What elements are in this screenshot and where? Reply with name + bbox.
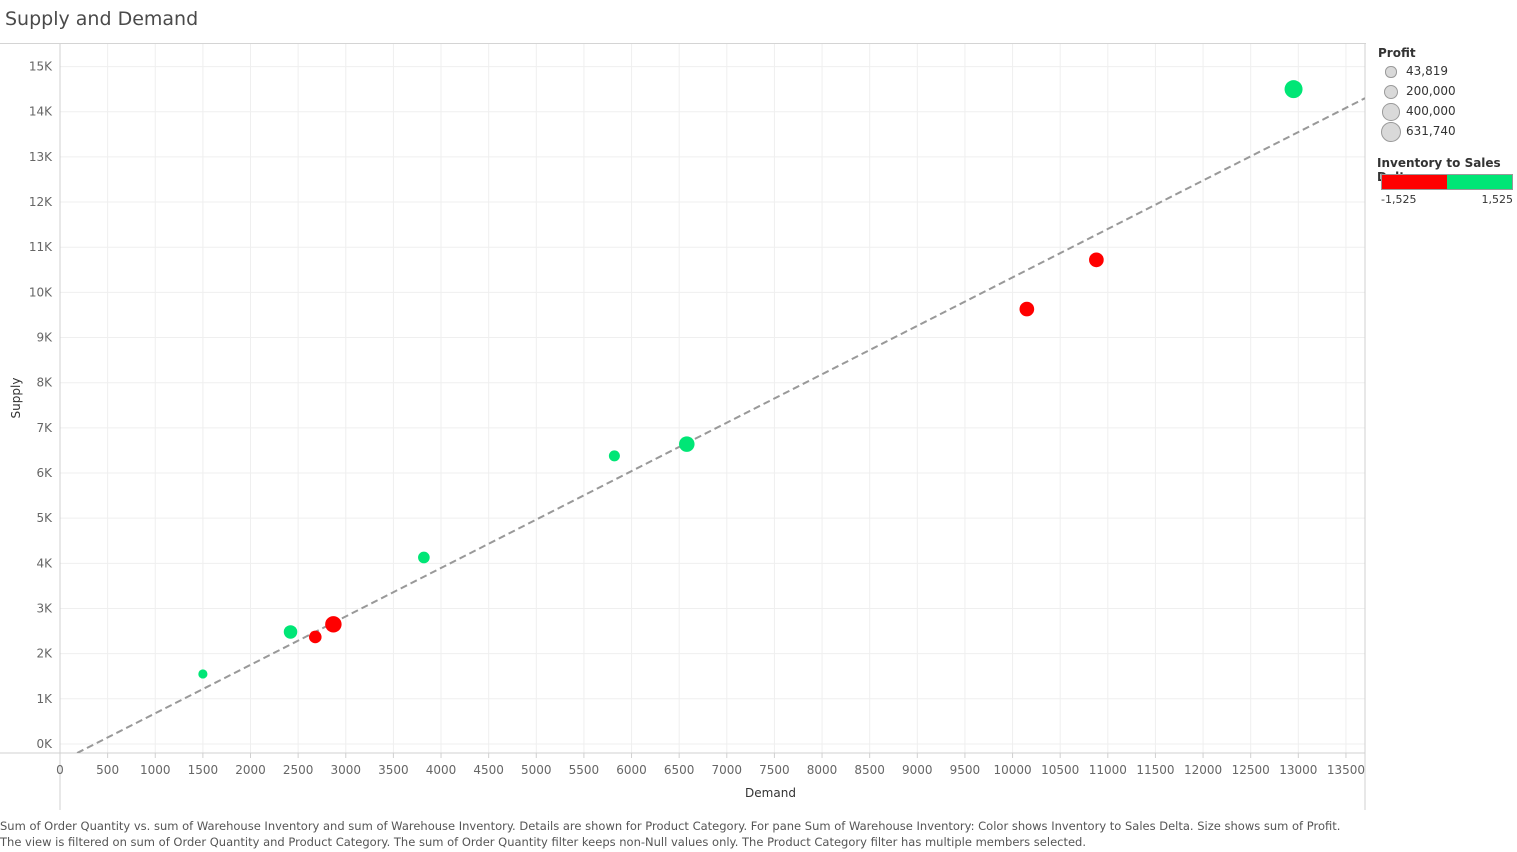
x-tick-label: 7500 bbox=[759, 763, 790, 777]
data-point[interactable] bbox=[418, 551, 430, 564]
positive-color-segment bbox=[1447, 175, 1512, 189]
negative-color-segment bbox=[1382, 175, 1447, 189]
data-point[interactable] bbox=[608, 450, 620, 462]
x-tick-label: 1500 bbox=[188, 763, 219, 777]
x-tick-label: 7000 bbox=[712, 763, 743, 777]
profit-legend-label: 43,819 bbox=[1406, 64, 1448, 78]
profit-legend-item: 43,819 bbox=[1370, 64, 1517, 84]
x-tick-label: 3000 bbox=[330, 763, 361, 777]
data-point[interactable] bbox=[308, 630, 322, 644]
x-tick-label: 4000 bbox=[426, 763, 457, 777]
profit-size-circle bbox=[1381, 122, 1401, 142]
profit-legend-item: 631,740 bbox=[1370, 122, 1517, 144]
x-tick-label: 0 bbox=[56, 763, 64, 777]
chart-title: Supply and Demand bbox=[5, 8, 199, 30]
x-tick-label: 1000 bbox=[140, 763, 171, 777]
y-tick-label: 1K bbox=[36, 692, 53, 706]
x-axis-title: Demand bbox=[745, 786, 796, 800]
y-tick-label: 14K bbox=[29, 105, 53, 119]
x-tick-label: 13500 bbox=[1327, 763, 1365, 777]
y-tick-label: 7K bbox=[36, 421, 53, 435]
title-divider bbox=[0, 43, 1366, 44]
y-tick-label: 2K bbox=[36, 647, 53, 661]
y-tick-label: 5K bbox=[36, 511, 53, 525]
x-tick-label: 2500 bbox=[283, 763, 314, 777]
data-point[interactable] bbox=[325, 616, 342, 633]
data-point[interactable] bbox=[1284, 80, 1303, 99]
y-tick-label: 9K bbox=[36, 331, 53, 345]
profit-size-circle bbox=[1383, 84, 1399, 100]
profit-size-circle bbox=[1382, 103, 1400, 121]
y-axis-title: Supply bbox=[9, 378, 23, 419]
profit-legend-label: 400,000 bbox=[1406, 104, 1456, 118]
y-tick-label: 0K bbox=[36, 737, 53, 751]
x-tick-label: 12000 bbox=[1184, 763, 1222, 777]
x-tick-label: 6000 bbox=[616, 763, 647, 777]
y-tick-label: 6K bbox=[36, 466, 53, 480]
y-tick-label: 10K bbox=[29, 285, 53, 299]
x-tick-label: 6500 bbox=[664, 763, 695, 777]
y-tick-label: 8K bbox=[36, 376, 53, 390]
data-point[interactable] bbox=[1019, 301, 1035, 317]
y-tick-label: 12K bbox=[29, 195, 53, 209]
trend-line bbox=[76, 97, 1365, 753]
x-tick-label: 5500 bbox=[569, 763, 600, 777]
delta-min-label: -1,525 bbox=[1381, 193, 1417, 206]
y-tick-label: 15K bbox=[29, 60, 53, 74]
delta-max-label: 1,525 bbox=[1481, 193, 1514, 206]
data-point[interactable] bbox=[283, 625, 298, 639]
x-tick-label: 9000 bbox=[902, 763, 933, 777]
x-tick-label: 10500 bbox=[1041, 763, 1079, 777]
y-tick-label: 11K bbox=[29, 240, 53, 254]
x-tick-label: 12500 bbox=[1232, 763, 1270, 777]
legend-panel: Profit 43,819 200,000 400,000 631,740 Inven… bbox=[1370, 44, 1517, 224]
x-tick-label: 11000 bbox=[1089, 763, 1127, 777]
x-tick-label: 8000 bbox=[807, 763, 838, 777]
data-point[interactable] bbox=[679, 436, 695, 452]
x-tick-label: 5000 bbox=[521, 763, 552, 777]
chart-caption: Sum of Order Quantity vs. sum of Warehou… bbox=[0, 819, 1341, 849]
x-tick-label: 4500 bbox=[473, 763, 504, 777]
x-tick-label: 11500 bbox=[1136, 763, 1174, 777]
x-tick-label: 2000 bbox=[235, 763, 266, 777]
data-point[interactable] bbox=[198, 669, 208, 679]
profit-legend-item: 200,000 bbox=[1370, 84, 1517, 104]
x-tick-label: 9500 bbox=[950, 763, 981, 777]
data-point[interactable] bbox=[1089, 252, 1104, 268]
x-tick-label: 8500 bbox=[854, 763, 885, 777]
delta-color-ramp bbox=[1381, 174, 1513, 190]
x-tick-label: 500 bbox=[96, 763, 119, 777]
profit-size-circle bbox=[1385, 66, 1397, 78]
y-tick-label: 3K bbox=[36, 601, 53, 615]
x-tick-label: 3500 bbox=[378, 763, 409, 777]
y-tick-label: 4K bbox=[36, 556, 53, 570]
scatter-chart[interactable]: 0 500 1000 1500 2000 2500 3000 3500 4000 4500 5000… bbox=[0, 44, 1368, 814]
y-tick-label: 13K bbox=[29, 150, 53, 164]
profit-legend-label: 631,740 bbox=[1406, 124, 1456, 138]
x-tick-label: 13000 bbox=[1279, 763, 1317, 777]
profit-legend-label: 200,000 bbox=[1406, 84, 1456, 98]
profit-legend-item: 400,000 bbox=[1370, 103, 1517, 124]
x-tick-label: 10000 bbox=[993, 763, 1031, 777]
profit-legend-title: Profit bbox=[1378, 46, 1416, 60]
